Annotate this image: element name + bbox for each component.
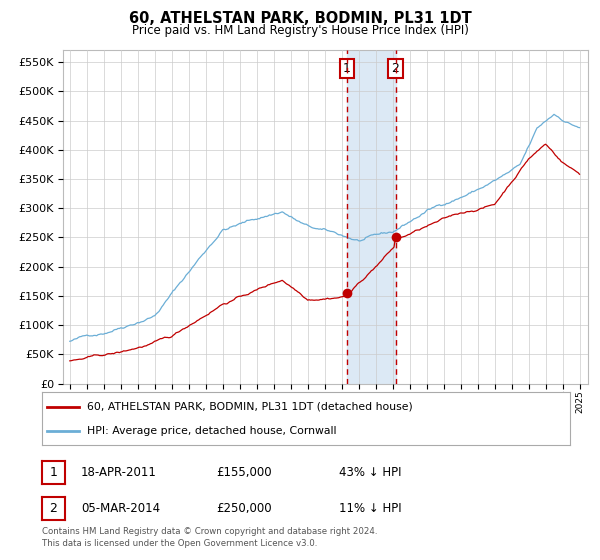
Text: 11% ↓ HPI: 11% ↓ HPI: [339, 502, 401, 515]
Text: 43% ↓ HPI: 43% ↓ HPI: [339, 466, 401, 479]
Text: £250,000: £250,000: [216, 502, 272, 515]
Text: 2: 2: [392, 62, 400, 75]
Text: 60, ATHELSTAN PARK, BODMIN, PL31 1DT: 60, ATHELSTAN PARK, BODMIN, PL31 1DT: [128, 11, 472, 26]
Text: Price paid vs. HM Land Registry's House Price Index (HPI): Price paid vs. HM Land Registry's House …: [131, 24, 469, 36]
Text: This data is licensed under the Open Government Licence v3.0.: This data is licensed under the Open Gov…: [42, 539, 317, 548]
Text: 1: 1: [49, 466, 58, 479]
Text: 05-MAR-2014: 05-MAR-2014: [81, 502, 160, 515]
Text: 2: 2: [49, 502, 58, 515]
Text: £155,000: £155,000: [216, 466, 272, 479]
Text: Contains HM Land Registry data © Crown copyright and database right 2024.: Contains HM Land Registry data © Crown c…: [42, 528, 377, 536]
Text: 1: 1: [343, 62, 350, 75]
Bar: [347, 50, 395, 384]
Text: 18-APR-2011: 18-APR-2011: [81, 466, 157, 479]
Text: 60, ATHELSTAN PARK, BODMIN, PL31 1DT (detached house): 60, ATHELSTAN PARK, BODMIN, PL31 1DT (de…: [87, 402, 413, 412]
Text: HPI: Average price, detached house, Cornwall: HPI: Average price, detached house, Corn…: [87, 426, 337, 436]
